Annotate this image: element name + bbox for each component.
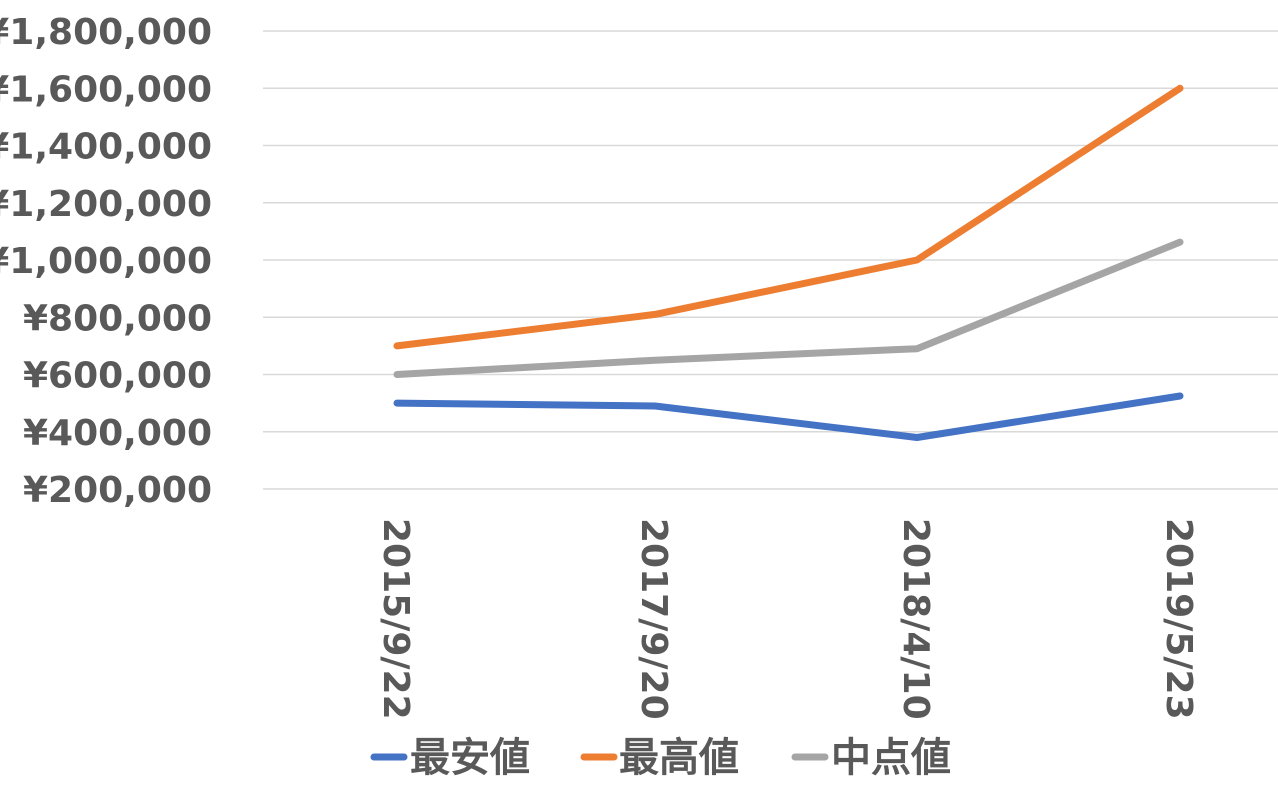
y-tick-label: ¥1,000,000 <box>0 241 212 282</box>
y-tick-label: ¥1,400,000 <box>0 127 212 168</box>
plot-series <box>393 84 1184 441</box>
x-tick-label: 2018/4/10 <box>895 518 936 720</box>
legend: 最安値 最高値 中点値 <box>370 735 951 781</box>
series-line-2 <box>393 84 1184 350</box>
y-tick-label: ¥200,000 <box>23 470 212 511</box>
x-axis: 2015/9/22 2017/9/20 2018/4/10 2019/5/23 <box>375 518 1199 720</box>
series-line-3 <box>393 238 1184 378</box>
legend-label: 中点値 <box>831 735 951 781</box>
series-line-1 <box>393 392 1184 441</box>
y-tick-label: ¥1,600,000 <box>0 69 212 110</box>
y-tick-label: ¥600,000 <box>23 356 212 397</box>
legend-label: 最安値 <box>410 735 530 781</box>
y-tick-label: ¥1,800,000 <box>0 12 212 53</box>
x-tick-label: 2017/9/20 <box>633 518 674 720</box>
y-tick-label: ¥800,000 <box>23 298 212 339</box>
y-axis: ¥200,000 ¥400,000 ¥600,000 ¥800,000 ¥1,000,0… <box>0 12 212 511</box>
y-tick-label: ¥400,000 <box>23 413 212 454</box>
x-tick-label: 2015/9/22 <box>375 518 416 720</box>
legend-label: 最高値 <box>619 735 739 781</box>
y-tick-label: ¥1,200,000 <box>0 184 212 225</box>
x-tick-label: 2019/5/23 <box>1158 518 1199 720</box>
